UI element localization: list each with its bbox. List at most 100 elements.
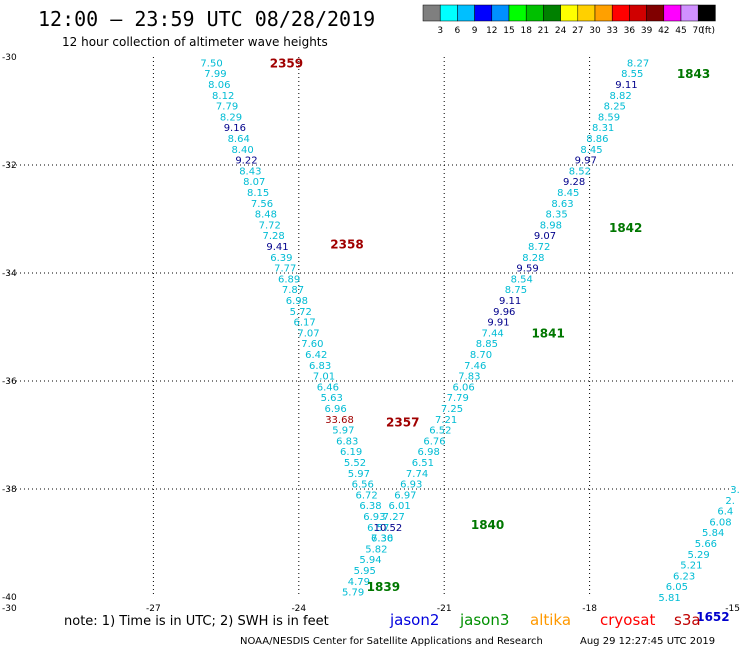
- colorbar-label: 15: [503, 26, 514, 36]
- wave-height-value: 6.98: [286, 296, 308, 307]
- colorbar-swatch: [491, 4, 510, 22]
- colorbar-label: 33: [606, 26, 617, 36]
- y-tick-label: -30: [2, 53, 17, 63]
- wave-height-value: 8.86: [586, 134, 608, 145]
- colorbar-legend: 3 6 9 12 15 18 21 24 27 30 33 36 39 42 45 70(ft): [422, 4, 716, 36]
- y-tick-label: -36: [2, 377, 17, 387]
- time-labels: 2359 2358 2357 1843 1842 1841 1840 1839 1652: [270, 56, 730, 624]
- wave-height-value: 7.44: [482, 328, 504, 339]
- wave-height-value: 6.57: [367, 523, 389, 534]
- colorbar-swatch: [697, 4, 716, 22]
- wave-height-value: 7.36: [371, 534, 393, 545]
- wave-height-value: 9.16: [224, 123, 246, 134]
- colorbar-label: 3: [437, 26, 443, 36]
- colorbar-swatch: [577, 4, 596, 22]
- x-tick-label: -18: [582, 604, 597, 614]
- wave-height-value: 7.56: [251, 199, 273, 210]
- wave-height-value: 5.97: [332, 426, 354, 437]
- colorbar-swatch: [543, 4, 561, 22]
- wave-height-value: 5.82: [365, 544, 387, 555]
- x-tick-label: -15: [725, 604, 740, 614]
- wave-height-value: 6.97: [394, 490, 416, 501]
- y-tick-label: -34: [2, 269, 17, 279]
- wave-height-value: 5.84: [702, 528, 724, 539]
- wave-height-value: 7.74: [406, 469, 428, 480]
- colorbar-swatch: [474, 4, 493, 22]
- wave-height-value: 6.17: [293, 318, 315, 329]
- wave-height-value: 6.08: [709, 517, 731, 528]
- wave-height-value: 8.75: [505, 285, 527, 296]
- track-time-label: 1842: [609, 221, 642, 235]
- wave-height-value: 9.11: [615, 80, 637, 91]
- wave-height-value: 10.52: [374, 523, 403, 534]
- wave-height-value: 6.93: [400, 480, 422, 491]
- axis-ticks: -30 -32 -34 -36 -38 -40 -27 -24 -21 -18 -15 -30: [2, 53, 740, 614]
- wave-height-value: 6.56: [352, 480, 374, 491]
- wave-height-value: 7.79: [447, 393, 469, 404]
- wave-height-value: 6.72: [356, 490, 378, 501]
- wave-height-value: 5.81: [658, 593, 680, 604]
- footer-note: note: 1) Time is in UTC; 2) SWH is in fe…: [64, 614, 329, 629]
- wave-height-value: 8.98: [540, 220, 562, 231]
- wave-height-value: 8.70: [470, 350, 492, 361]
- wave-height-value: 6.06: [452, 382, 474, 393]
- wave-height-value: 8.12: [212, 91, 234, 102]
- wave-height-value: 6.42: [305, 350, 327, 361]
- wave-height-value: 8.29: [220, 112, 242, 123]
- colorbar-label: 12: [486, 26, 497, 36]
- wave-height-value: 8.48: [255, 210, 277, 221]
- colorbar-label: 18: [520, 26, 532, 36]
- wave-height-value: 6.38: [359, 501, 381, 512]
- wave-height-value: 5.52: [344, 458, 366, 469]
- wave-height-value: 6.93: [363, 512, 385, 523]
- wave-height-value: 8.54: [511, 274, 533, 285]
- wave-height-value: 8.45: [557, 188, 579, 199]
- track-time-label: 1839: [367, 580, 400, 594]
- wave-height-value: 6.19: [340, 447, 362, 458]
- wave-height-value: 6.46: [317, 382, 339, 393]
- colorbar-swatch: [611, 4, 630, 22]
- wave-height-value: 8.55: [621, 69, 643, 80]
- y-tick-label: -40: [2, 593, 17, 603]
- colorbar-swatch: [594, 4, 613, 22]
- colorbar-swatch: [663, 4, 682, 22]
- wave-height-value: 6.89: [278, 274, 300, 285]
- x-tick-label: -24: [291, 604, 306, 614]
- wave-height-value: 8.63: [551, 199, 573, 210]
- wave-height-value: 6.52: [429, 426, 451, 437]
- colorbar-swatch: [560, 4, 579, 22]
- colorbar-label: 27: [572, 26, 583, 36]
- colorbar-swatch: [508, 4, 527, 22]
- wave-height-value: 6.39: [270, 253, 292, 264]
- wave-height-value: 5.94: [359, 555, 381, 566]
- wave-height-value: 5.72: [290, 307, 312, 318]
- wave-height-value: 9.22: [235, 156, 257, 167]
- wave-height-value: 9.41: [266, 242, 288, 253]
- wave-height-value: 8.64: [228, 134, 250, 145]
- footer-credit: NOAA/NESDIS Center for Satellite Applica…: [240, 636, 543, 647]
- colorbar-swatch: [646, 4, 665, 22]
- wave-height-value: 8.82: [609, 91, 631, 102]
- wave-height-value: 8.35: [546, 210, 568, 221]
- wave-height-value: 6.96: [325, 404, 347, 415]
- colorbar-label: 42: [658, 26, 669, 36]
- wave-height-value: 5.29: [688, 550, 710, 561]
- wave-height-value: 6.51: [412, 458, 434, 469]
- wave-height-value: 8.27: [627, 58, 649, 69]
- wave-height-value: 33.68: [325, 415, 354, 426]
- wave-height-value: 8.85: [476, 339, 498, 350]
- colorbar-swatch: [525, 4, 544, 22]
- wave-height-value: 9.11: [499, 296, 521, 307]
- track-time-label: 1840: [471, 518, 504, 532]
- colorbar-label: 21: [538, 26, 549, 36]
- wave-height-value: 9.91: [487, 318, 509, 329]
- x-tick-label: -27: [146, 604, 161, 614]
- colorbar-swatch: [680, 4, 699, 22]
- colorbar-label: 36: [624, 26, 636, 36]
- data-points: 7.507.998.068.127.798.299.168.648.409.22…: [200, 58, 739, 604]
- satellite-legend-entry: jason2: [389, 611, 439, 629]
- colorbar-label: 6: [455, 26, 461, 36]
- satellite-legend-entry: altika: [530, 611, 571, 629]
- colorbar-unit: (ft): [701, 26, 715, 36]
